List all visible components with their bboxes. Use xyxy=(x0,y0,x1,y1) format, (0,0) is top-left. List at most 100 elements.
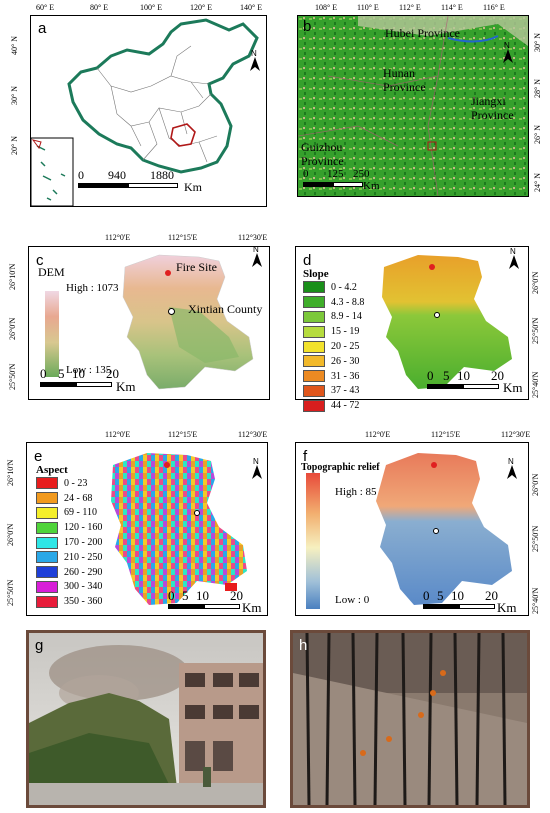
tick-b-top-2: 112° E xyxy=(399,3,421,12)
aspect-legend-label: 0 - 23 xyxy=(64,477,88,489)
aspect-swatch xyxy=(36,595,58,608)
province-guizhou: Guizhou Province xyxy=(301,140,344,168)
scale-bar-e: 0 5 10 20 Km xyxy=(168,588,278,618)
burned-slope-photo xyxy=(293,633,527,805)
scale-bar-a: 0 940 1880 Km xyxy=(78,168,258,198)
north-arrow-icon: N xyxy=(250,49,260,71)
map-frame-a xyxy=(30,15,267,207)
aspect-legend-label: 69 - 110 xyxy=(64,507,97,519)
aspect-legend-item: 120 - 160 xyxy=(36,520,102,535)
tick-a-left-1: 30° N xyxy=(10,86,19,105)
tick-e-top-1: 112°15'E xyxy=(168,430,198,439)
province-jiangxi: Jiangxi Province xyxy=(471,94,514,122)
panel-d: d Slope 0 - 4.2 4.3 - 8.8 8.9 - 14 15 - 19 2… xyxy=(275,230,550,412)
scale-d-0: 0 xyxy=(427,368,434,383)
aspect-legend-label: 210 - 250 xyxy=(64,551,103,563)
slope-legend-label: 20 - 25 xyxy=(331,341,360,353)
svg-text:N: N xyxy=(504,41,510,50)
relief-high: High : 85 xyxy=(335,486,377,498)
tick-d-right-1: 25°50'N xyxy=(531,317,540,344)
tick-f-top-2: 112°30'E xyxy=(501,430,531,439)
tick-c-left-0: 26°10'N xyxy=(8,263,17,290)
tick-b-right-3: 24° N xyxy=(533,173,542,192)
panel-label-g: g xyxy=(35,637,44,654)
relief-low: Low : 0 xyxy=(335,594,370,606)
scale-bar-c: 0 5 10 20 Km xyxy=(40,366,180,396)
svg-text:N: N xyxy=(253,457,259,466)
aspect-swatch xyxy=(36,492,58,505)
slope-legend-label: 4.3 - 8.8 xyxy=(331,296,365,308)
china-map xyxy=(31,18,259,206)
scale-c-0: 0 xyxy=(40,366,47,381)
scale-d-unit: Km xyxy=(503,380,523,395)
photo-g-fire-scene: g xyxy=(26,630,266,808)
aspect-legend-item: 350 - 360 xyxy=(36,594,102,609)
map-frame-d xyxy=(295,246,529,400)
aspect-legend-item: 300 - 340 xyxy=(36,580,102,595)
aspect-swatch xyxy=(36,536,58,549)
scale-c-1: 5 xyxy=(58,366,65,381)
panel-label-d: d xyxy=(303,252,312,269)
panel-label-h: h xyxy=(299,637,308,654)
aspect-legend-item: 24 - 68 xyxy=(36,491,102,506)
tick-e-top-2: 112°30'E xyxy=(238,430,268,439)
slope-swatch xyxy=(303,340,325,353)
scale-e-2: 10 xyxy=(196,588,209,603)
fire-site-label: Fire Site xyxy=(176,260,217,274)
scale-a-unit: Km xyxy=(184,180,202,194)
slope-swatch xyxy=(303,325,325,338)
scale-d-3: 20 xyxy=(491,368,504,383)
scale-e-unit: Km xyxy=(242,600,262,615)
tick-a-left-0: 40° N xyxy=(10,36,19,55)
scale-bar-b: 0 125 250 Km xyxy=(303,168,423,194)
slope-legend-item: 20 - 25 xyxy=(303,339,364,354)
aspect-legend-label: 260 - 290 xyxy=(64,566,103,578)
slope-legend-item: 44 - 72 xyxy=(303,398,364,413)
fire-scene-photo xyxy=(29,633,263,805)
north-arrow-icon: N xyxy=(252,245,262,267)
slope-swatch xyxy=(303,384,325,397)
tick-a-top-0: 60° E xyxy=(36,3,55,12)
province-hunan: Hunan Province xyxy=(383,66,426,94)
dem-low: Low : 135 xyxy=(66,364,112,376)
panel-b: 108° E 110° E 112° E 114° E 116° E b Hub… xyxy=(275,0,550,215)
scale-b-2: 250 xyxy=(353,168,370,180)
tick-e-left-0: 26°10'N xyxy=(6,459,15,486)
panel-label-e: e xyxy=(34,448,43,465)
svg-text:N: N xyxy=(508,457,514,466)
north-arrow-icon: N xyxy=(252,457,262,479)
county-label: Xintian County xyxy=(188,302,263,316)
slope-legend-label: 26 - 30 xyxy=(331,355,360,367)
aspect-legend-label: 120 - 160 xyxy=(64,522,103,534)
slope-legend-label: 44 - 72 xyxy=(331,400,360,412)
tick-e-top-0: 112°0'E xyxy=(105,430,131,439)
scale-e-1: 5 xyxy=(182,588,189,603)
tick-b-top-0: 108° E xyxy=(315,3,338,12)
tick-c-left-2: 25°50'N xyxy=(8,363,17,390)
aspect-legend-item: 69 - 110 xyxy=(36,506,102,521)
aspect-swatch xyxy=(36,506,58,519)
slope-legend-item: 15 - 19 xyxy=(303,324,364,339)
dem-high: High : 1073 xyxy=(66,282,119,294)
panel-label-c: c xyxy=(36,252,44,269)
aspect-legend-label: 170 - 200 xyxy=(64,537,103,549)
relief-map xyxy=(306,453,512,609)
slope-legend-item: 0 - 4.2 xyxy=(303,280,364,295)
tick-a-top-2: 100° E xyxy=(140,3,163,12)
slope-map xyxy=(382,255,512,389)
scale-a-0: 0 xyxy=(78,168,84,182)
tick-a-top-3: 120° E xyxy=(190,3,213,12)
dem-map xyxy=(45,254,254,390)
panel-label-f: f xyxy=(303,448,308,465)
scale-b-0: 0 xyxy=(303,168,309,180)
aspect-map xyxy=(111,453,247,605)
tick-b-top-3: 114° E xyxy=(441,3,463,12)
scale-f-0: 0 xyxy=(423,588,430,603)
region-landcover xyxy=(298,16,528,196)
scale-d-1: 5 xyxy=(443,368,450,383)
tick-b-right-2: 26° N xyxy=(533,125,542,144)
tick-a-top-1: 80° E xyxy=(90,3,109,12)
tick-c-top-0: 112°0'E xyxy=(105,233,131,242)
scale-d-2: 10 xyxy=(457,368,470,383)
slope-legend: Slope 0 - 4.2 4.3 - 8.8 8.9 - 14 15 - 19 20 … xyxy=(303,268,364,413)
